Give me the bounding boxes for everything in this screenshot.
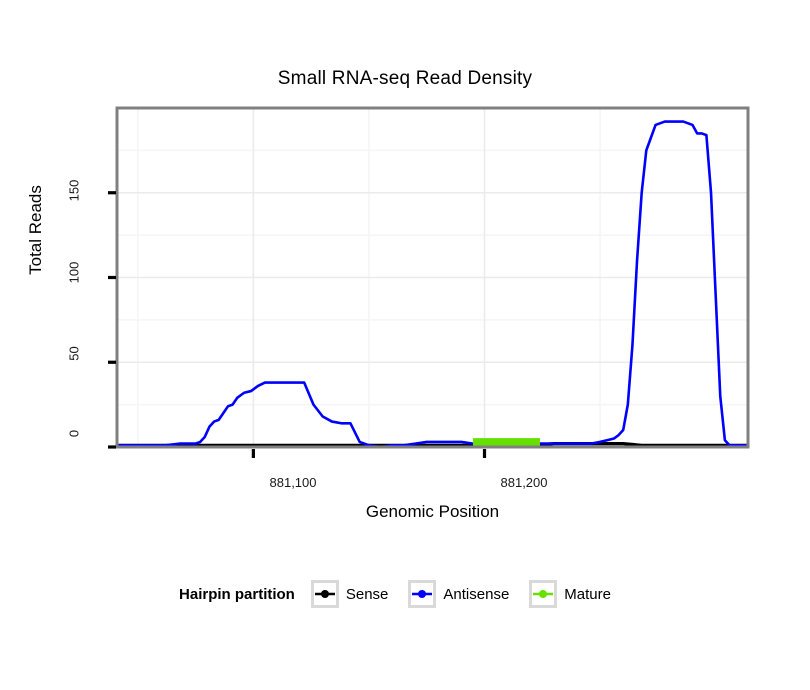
x-tick-label-881100: 881,100 xyxy=(269,475,317,490)
series-line-antisense xyxy=(117,120,748,447)
legend-item-antisense[interactable]: Antisense xyxy=(408,580,521,608)
grid-minor xyxy=(117,108,748,447)
legend-item-mature[interactable]: Mature xyxy=(529,580,623,608)
legend-label-antisense: Antisense xyxy=(443,585,510,603)
chart-legend: Hairpin partition Sense Antisense xyxy=(0,580,810,608)
legend-key-mature xyxy=(529,580,558,608)
legend-key-sense xyxy=(310,580,339,608)
legend-item-sense[interactable]: Sense xyxy=(310,580,401,608)
legend-label-sense: Sense xyxy=(345,585,389,603)
x-axis-title: Genomic Position xyxy=(365,502,500,521)
line-dot-icon xyxy=(412,590,433,598)
legend-label-mature: Mature xyxy=(564,585,611,603)
x-tick-label-881200: 881,200 xyxy=(500,475,548,490)
legend-key-antisense xyxy=(408,580,437,608)
chart-title: Small RNA-seq Read Density xyxy=(277,68,533,89)
axis-ticks xyxy=(108,191,487,458)
series-line-sense xyxy=(117,442,748,447)
line-dot-icon xyxy=(314,590,335,598)
legend-title: Hairpin partition xyxy=(179,585,295,603)
line-dot-icon xyxy=(533,590,554,598)
panel-border xyxy=(115,106,750,449)
